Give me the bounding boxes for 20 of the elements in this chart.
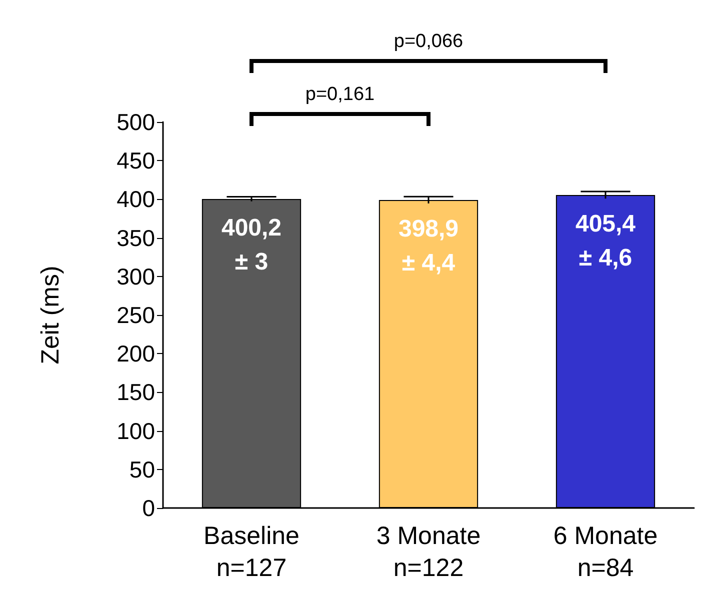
data-label: 400,2 ± 3 — [221, 214, 282, 276]
y-tick-label: 400 — [116, 186, 155, 212]
text: p=0,161 — [305, 84, 375, 105]
y-tick-label: 350 — [116, 224, 155, 251]
y-tick-label: 450 — [116, 148, 155, 174]
y-tick-label: 0 — [142, 495, 155, 521]
data-label: 405,4 ± 4,6 — [575, 210, 636, 272]
y-tick-label: 100 — [116, 418, 155, 444]
y-tick-label: 200 — [116, 340, 155, 367]
data-label: 398,9 ± 4,4 — [398, 216, 459, 277]
x-tick-label: 3 Monate n=122 — [376, 522, 481, 582]
y-axis-title: Zeit (ms) — [36, 266, 64, 364]
text: p=0,066 — [394, 31, 464, 52]
x-tick-label: Baseline n=127 — [204, 522, 300, 582]
x-tick-label: 6 Monate n=84 — [553, 522, 658, 582]
y-tick-label: 250 — [116, 302, 155, 328]
y-tick-label: 500 — [116, 109, 155, 135]
y-tick-label: 150 — [116, 379, 155, 406]
y-tick-label: 50 — [129, 456, 155, 482]
y-tick-label: 300 — [116, 263, 155, 290]
